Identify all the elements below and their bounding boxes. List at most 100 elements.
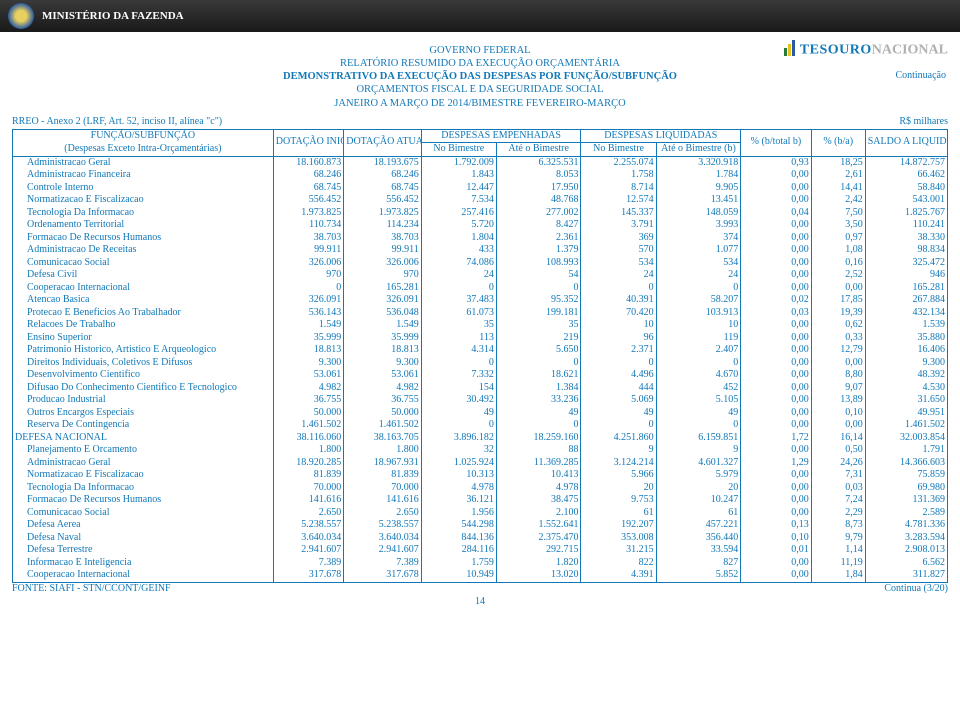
row-value: 4.982 xyxy=(273,382,343,395)
row-value: 970 xyxy=(344,269,422,282)
row-value: 0 xyxy=(421,419,496,432)
row-value: 20 xyxy=(656,482,741,495)
row-label: Comunicacao Social xyxy=(13,257,274,270)
row-value: 1.759 xyxy=(421,557,496,570)
row-value: 145.337 xyxy=(581,207,656,220)
row-value: 0,00 xyxy=(741,219,811,232)
row-value: 9 xyxy=(581,444,656,457)
row-value: 12,79 xyxy=(811,344,865,357)
row-label: Direitos Individuais, Coletivos E Difuso… xyxy=(13,357,274,370)
row-value: 1,08 xyxy=(811,244,865,257)
title-line-5: JANEIRO A MARÇO DE 2014/BIMESTRE FEVEREI… xyxy=(0,97,960,110)
table-row: Normatizacao E Fiscalizacao556.452556.45… xyxy=(13,194,948,207)
row-value: 35.880 xyxy=(865,332,947,345)
row-value: 0,03 xyxy=(811,482,865,495)
row-label: Controle Interno xyxy=(13,182,274,195)
row-value: 1.549 xyxy=(344,319,422,332)
table-row: Administracao Geral18.160.87318.193.6751… xyxy=(13,156,948,169)
row-value: 317.678 xyxy=(344,569,422,582)
row-value: 32 xyxy=(421,444,496,457)
row-value: 844.136 xyxy=(421,532,496,545)
th-liquidadas: DESPESAS LIQUIDADAS xyxy=(581,129,741,143)
row-value: 1.791 xyxy=(865,444,947,457)
row-value: 534 xyxy=(656,257,741,270)
row-value: 0,00 xyxy=(741,394,811,407)
table-row: Patrimonio Historico, Artistico E Arqueo… xyxy=(13,344,948,357)
row-value: 18.621 xyxy=(496,369,581,382)
row-value: 0,00 xyxy=(741,569,811,582)
row-value: 3.640.034 xyxy=(273,532,343,545)
row-value: 0,00 xyxy=(741,494,811,507)
row-value: 326.091 xyxy=(344,294,422,307)
row-value: 5.238.557 xyxy=(344,519,422,532)
row-value: 35 xyxy=(496,319,581,332)
row-value: 40.391 xyxy=(581,294,656,307)
th-emp-nobim: No Bimestre xyxy=(421,143,496,157)
row-value: 12.574 xyxy=(581,194,656,207)
row-value: 13.020 xyxy=(496,569,581,582)
table-row: Administracao Financeira68.24668.2461.84… xyxy=(13,169,948,182)
row-value: 7.332 xyxy=(421,369,496,382)
table-row: Difusao Do Conhecimento Cientifico E Tec… xyxy=(13,382,948,395)
row-value: 0,97 xyxy=(811,232,865,245)
row-value: 24,26 xyxy=(811,457,865,470)
row-value: 1.792.009 xyxy=(421,156,496,169)
row-value: 374 xyxy=(656,232,741,245)
row-label: DEFESA NACIONAL xyxy=(13,432,274,445)
row-value: 6.159.851 xyxy=(656,432,741,445)
meta-right: R$ milhares xyxy=(899,116,948,127)
row-label: Administracao Financeira xyxy=(13,169,274,182)
row-value: 0,00 xyxy=(741,469,811,482)
row-value: 0,00 xyxy=(741,507,811,520)
row-value: 17.950 xyxy=(496,182,581,195)
row-value: 75.859 xyxy=(865,469,947,482)
row-value: 3.993 xyxy=(656,219,741,232)
row-label: Administracao Geral xyxy=(13,457,274,470)
row-label: Informacao E Inteligencia xyxy=(13,557,274,570)
row-value: 50.000 xyxy=(344,407,422,420)
table-row: Defesa Naval3.640.0343.640.034844.1362.3… xyxy=(13,532,948,545)
row-value: 1.379 xyxy=(496,244,581,257)
row-value: 0,00 xyxy=(741,169,811,182)
row-value: 69.980 xyxy=(865,482,947,495)
row-value: 24 xyxy=(581,269,656,282)
row-value: 1.825.767 xyxy=(865,207,947,220)
row-value: 326.006 xyxy=(344,257,422,270)
row-value: 432.134 xyxy=(865,307,947,320)
row-label: Planejamento E Orcamento xyxy=(13,444,274,457)
row-value: 219 xyxy=(496,332,581,345)
row-value: 0 xyxy=(496,282,581,295)
table-row: Tecnologia Da Informacao70.00070.0004.97… xyxy=(13,482,948,495)
row-value: 148.059 xyxy=(656,207,741,220)
row-value: 1,14 xyxy=(811,544,865,557)
row-label: Desenvolvimento Cientifico xyxy=(13,369,274,382)
row-value: 0,00 xyxy=(811,357,865,370)
row-value: 74.086 xyxy=(421,257,496,270)
row-value: 311.827 xyxy=(865,569,947,582)
table-row: Normatizacao E Fiscalizacao81.83981.8391… xyxy=(13,469,948,482)
row-value: 95.352 xyxy=(496,294,581,307)
row-value: 13,89 xyxy=(811,394,865,407)
continuation-label: Continuação xyxy=(895,70,946,81)
row-value: 1.552.641 xyxy=(496,519,581,532)
row-value: 1.804 xyxy=(421,232,496,245)
row-value: 61 xyxy=(656,507,741,520)
row-value: 1.461.502 xyxy=(273,419,343,432)
row-value: 131.369 xyxy=(865,494,947,507)
row-value: 1.461.502 xyxy=(865,419,947,432)
table-body: Administracao Geral18.160.87318.193.6751… xyxy=(13,156,948,582)
row-value: 61.073 xyxy=(421,307,496,320)
table-row: Formacao De Recursos Humanos38.70338.703… xyxy=(13,232,948,245)
meta-left: RREO - Anexo 2 (LRF, Art. 52, inciso II,… xyxy=(12,116,222,127)
row-value: 4.670 xyxy=(656,369,741,382)
row-value: 2,29 xyxy=(811,507,865,520)
row-value: 49.951 xyxy=(865,407,947,420)
row-value: 0,50 xyxy=(811,444,865,457)
row-value: 141.616 xyxy=(273,494,343,507)
row-value: 96 xyxy=(581,332,656,345)
row-label: Tecnologia Da Informacao xyxy=(13,207,274,220)
row-value: 1.784 xyxy=(656,169,741,182)
row-value: 32.003.854 xyxy=(865,432,947,445)
row-value: 9,07 xyxy=(811,382,865,395)
row-value: 0,00 xyxy=(741,319,811,332)
